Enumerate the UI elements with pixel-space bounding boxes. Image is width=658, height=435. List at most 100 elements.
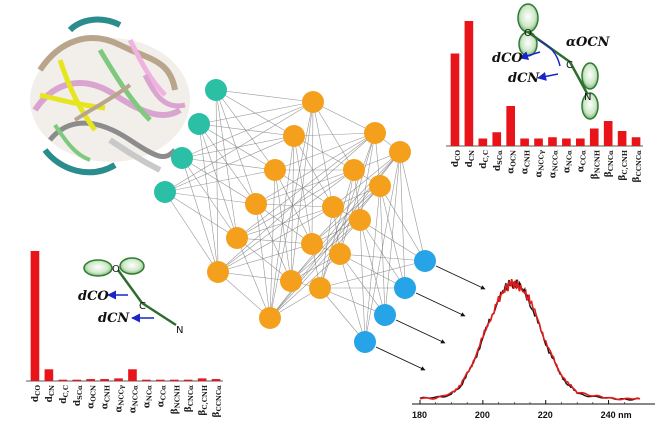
network-edge bbox=[311, 101, 314, 245]
dco-arrow bbox=[519, 51, 541, 60]
network-edge bbox=[359, 219, 426, 262]
network-edge bbox=[215, 89, 219, 273]
hidden-node bbox=[349, 209, 371, 231]
output-node bbox=[414, 250, 436, 272]
network-edge bbox=[255, 203, 313, 245]
bar bbox=[211, 379, 221, 381]
label-dcn: dCN bbox=[98, 311, 130, 326]
network-edge bbox=[215, 89, 295, 137]
molecule-bottom: O C N dCO dCN bbox=[78, 257, 183, 336]
hidden-node bbox=[309, 277, 331, 299]
network-edge bbox=[290, 101, 314, 282]
x-tick-label: 180 bbox=[412, 410, 427, 420]
bar bbox=[478, 138, 488, 146]
network-edge bbox=[217, 132, 376, 273]
atom-c: C bbox=[139, 301, 146, 312]
tick-label: αNCCγ bbox=[115, 384, 126, 412]
tick-label: αNCα bbox=[142, 385, 153, 408]
network-edge bbox=[236, 237, 271, 319]
bar bbox=[631, 137, 641, 146]
network-edge bbox=[198, 123, 219, 273]
network-edge bbox=[255, 132, 376, 205]
bar bbox=[44, 369, 54, 381]
network-edge bbox=[236, 132, 376, 239]
bar bbox=[30, 251, 40, 381]
molecule-top: O C N dCO dCN αOCN bbox=[492, 3, 611, 120]
tick-label: dC,C bbox=[479, 150, 490, 169]
network-edge bbox=[379, 185, 386, 316]
network-edge bbox=[293, 135, 334, 208]
network-edge bbox=[384, 151, 401, 316]
label-dco: dCO bbox=[492, 51, 523, 66]
network-edge bbox=[255, 203, 334, 208]
atom-n: N bbox=[176, 325, 183, 336]
network-edge bbox=[215, 89, 276, 171]
network-edge bbox=[255, 203, 292, 282]
bar bbox=[114, 378, 123, 381]
network-edge bbox=[217, 271, 271, 319]
network-edge bbox=[215, 89, 238, 239]
network-edge bbox=[319, 287, 386, 316]
network-edge bbox=[164, 191, 238, 239]
bar bbox=[492, 132, 502, 146]
tick-label: dCO bbox=[451, 150, 462, 167]
network-edge bbox=[339, 253, 406, 289]
network-edge bbox=[274, 169, 313, 245]
hidden-node bbox=[259, 307, 281, 329]
tick-label: αNCCγ bbox=[535, 149, 546, 177]
output-arrows bbox=[375, 265, 486, 371]
tick-label: βNCNH bbox=[590, 150, 601, 179]
tick-label: dCN bbox=[45, 385, 56, 402]
bar bbox=[197, 378, 207, 381]
network-edge bbox=[359, 219, 366, 343]
spectrum-plot: 180 200 220 240 nm bbox=[412, 278, 655, 420]
x-tick-label: 240 nm bbox=[601, 410, 632, 420]
network-edge bbox=[293, 132, 376, 137]
network-nodes bbox=[154, 79, 436, 353]
network-edge bbox=[269, 185, 381, 319]
network-edge bbox=[319, 169, 355, 289]
network-edge bbox=[217, 271, 292, 282]
bar bbox=[548, 137, 557, 146]
network-edge bbox=[181, 157, 219, 273]
network-edge bbox=[198, 123, 238, 239]
tick-label: βC,CNH bbox=[618, 150, 629, 181]
x-tick-label: 220 bbox=[538, 410, 553, 420]
tick-label: αCNH bbox=[521, 150, 532, 174]
dcn-arrow bbox=[537, 71, 559, 81]
hidden-node bbox=[280, 270, 302, 292]
bar bbox=[450, 53, 460, 146]
bar bbox=[86, 379, 95, 381]
network-edge bbox=[399, 151, 426, 262]
bar bbox=[156, 379, 165, 381]
tick-label: αOCN bbox=[87, 385, 98, 409]
hidden-node bbox=[301, 233, 323, 255]
hidden-node bbox=[322, 196, 344, 218]
hidden-node bbox=[302, 91, 324, 113]
network-edge bbox=[339, 132, 376, 255]
network-edge bbox=[181, 157, 257, 205]
network-edge bbox=[217, 206, 334, 273]
network-edge bbox=[274, 132, 376, 171]
network-edge bbox=[312, 101, 334, 208]
atom-c: C bbox=[566, 60, 573, 71]
tick-label: βCNCα bbox=[184, 385, 195, 412]
hidden-node bbox=[389, 141, 411, 163]
hidden-node bbox=[343, 159, 365, 181]
network-edge bbox=[359, 132, 376, 221]
network-edge bbox=[399, 151, 406, 289]
network-edge bbox=[198, 123, 276, 171]
label-dco: dCO bbox=[78, 289, 109, 304]
bar bbox=[576, 138, 585, 146]
bar bbox=[183, 379, 193, 381]
network-edge bbox=[293, 135, 355, 171]
hidden-node bbox=[207, 261, 229, 283]
label-dcn: dCN bbox=[508, 71, 540, 86]
bar bbox=[589, 128, 599, 146]
bar bbox=[464, 21, 474, 146]
angle-arc bbox=[537, 39, 561, 67]
hidden-node bbox=[364, 122, 386, 144]
network-edge bbox=[269, 101, 314, 319]
